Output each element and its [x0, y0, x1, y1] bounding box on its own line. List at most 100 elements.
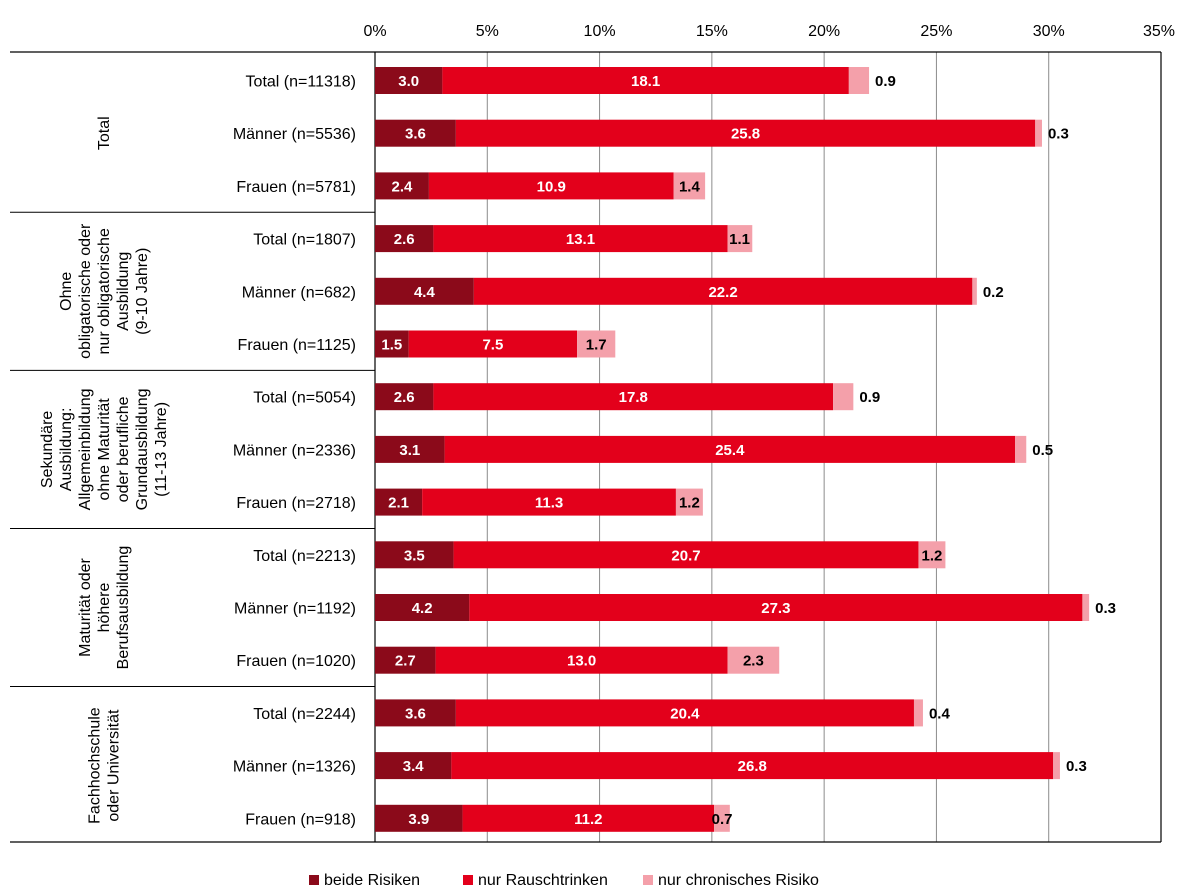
bar-segment-beide — [375, 277, 474, 305]
data-label: 11.3 — [535, 495, 563, 512]
legend-label: nur Rauschtrinken — [478, 872, 608, 889]
bar-segment-chronisch — [1082, 594, 1090, 621]
group-label-line: nur obligatorische — [96, 228, 113, 354]
bar-segment-rausch — [433, 225, 728, 253]
group-label-line: Total — [96, 116, 113, 150]
data-label: 1.2 — [679, 495, 700, 512]
bar-segment-beide — [375, 541, 454, 569]
bar-segment-beide — [375, 225, 434, 253]
group-label-line: ohne Maturität — [96, 398, 113, 501]
row-label: Frauen (n=918) — [245, 811, 356, 828]
legend-swatch — [643, 875, 653, 885]
row-label: Frauen (n=2718) — [236, 495, 356, 512]
data-label: 0.4 — [929, 705, 951, 722]
group-label-line: (11-13 Jahre) — [153, 402, 170, 497]
bar-segment-chronisch — [1035, 119, 1042, 147]
data-label: 2.6 — [394, 389, 415, 406]
data-label: 13.1 — [566, 231, 595, 248]
data-label: 0.3 — [1095, 600, 1116, 617]
data-label: 10.9 — [537, 178, 566, 195]
data-label: 20.4 — [670, 705, 700, 722]
axis-frame — [10, 51, 1162, 843]
data-label: 13.0 — [567, 653, 596, 670]
data-label: 3.4 — [403, 758, 425, 775]
data-label: 2.7 — [395, 653, 416, 670]
row-label: Total (n=5054) — [253, 390, 356, 407]
row-label: Männer (n=2336) — [233, 442, 356, 459]
data-label: 1.1 — [729, 231, 750, 248]
group-label: Sekundäre Ausbildung: Allgemeinbildung ohne… — [39, 388, 170, 510]
group-label-line: Allgemeinbildung — [77, 388, 94, 510]
x-axis-ticks: 0% 5% 10% 15% 20% 25% 30% 35% — [363, 23, 1175, 40]
bar-segment-chronisch — [913, 699, 923, 727]
data-label: 0.3 — [1066, 758, 1087, 775]
legend-swatch — [463, 875, 473, 885]
bar-segment-chronisch — [727, 646, 780, 674]
bar-segment-chronisch — [848, 67, 870, 94]
data-label: 11.2 — [574, 811, 602, 828]
bar-segment-beide — [375, 699, 456, 727]
group-label-line: Ausbildung: — [58, 408, 75, 492]
group-label: Ohne obligatorische oder nur obligatorisch… — [58, 223, 151, 359]
bar-segment-chronisch — [673, 172, 706, 200]
bar-segment-chronisch — [1053, 752, 1060, 780]
x-tick-label: 20% — [808, 23, 840, 40]
group-labels: Total Ohne obligatorische oder nur obligato… — [39, 116, 170, 824]
bar-segment-beide — [375, 330, 409, 358]
data-label: 3.0 — [398, 73, 419, 90]
data-label: 0.3 — [1048, 126, 1069, 143]
x-tick-label: 35% — [1143, 23, 1175, 40]
data-label: 2.1 — [388, 495, 409, 512]
data-label: 3.1 — [399, 442, 420, 459]
group-label-line: Ausbildung — [115, 252, 132, 331]
data-label: 18.1 — [631, 73, 660, 90]
bar-segment-rausch — [428, 172, 674, 200]
bar-segment-beide — [375, 119, 456, 147]
data-label: 2.6 — [394, 231, 415, 248]
data-label: 22.2 — [708, 284, 737, 301]
data-label: 4.4 — [414, 284, 436, 301]
data-label: 2.4 — [392, 178, 414, 195]
data-label: 3.9 — [408, 811, 429, 828]
bar-segment-rausch — [435, 646, 728, 674]
group-label: Total — [96, 116, 113, 150]
bar-segment-rausch — [444, 435, 1016, 463]
data-label: 25.4 — [715, 442, 745, 459]
data-label: 0.5 — [1032, 442, 1053, 459]
data-label: 2.3 — [743, 653, 764, 670]
bar-segment-beide — [375, 172, 429, 200]
group-label-line: oder Universität — [106, 709, 123, 822]
row-labels: Total (n=11318) Männer (n=5536) Frauen (n=… — [233, 74, 356, 829]
bar-segment-chronisch — [577, 330, 616, 358]
group-label-line: oder berufliche — [115, 396, 132, 502]
data-label: 1.4 — [679, 178, 701, 195]
legend-label: beide Risiken — [324, 872, 420, 889]
bar-segment-rausch — [455, 699, 914, 727]
row-label: Frauen (n=1125) — [238, 337, 356, 354]
legend: beide Risiken nur Rauschtrinken nur chroni… — [309, 872, 819, 889]
row-label: Total (n=2244) — [253, 706, 356, 723]
group-label-line: Sekundäre — [39, 411, 56, 488]
row-label: Männer (n=5536) — [233, 126, 356, 143]
data-label: 27.3 — [761, 600, 790, 617]
legend-label: nur chronisches Risiko — [658, 872, 819, 889]
bar-segment-rausch — [451, 752, 1054, 780]
x-tick-label: 5% — [476, 23, 499, 40]
group-label-line: Fachhochschule — [87, 707, 104, 824]
group-label: Fachhochschule oder Universität — [87, 707, 123, 824]
data-label: 20.7 — [671, 547, 700, 564]
group-label-line: höhere — [96, 582, 113, 632]
data-label: 3.6 — [405, 126, 426, 143]
group-label-line: Berufsausbildung — [115, 546, 132, 670]
row-label: Total (n=2213) — [253, 548, 356, 565]
bar-segment-chronisch — [714, 804, 730, 832]
data-label: 3.6 — [405, 705, 426, 722]
row-label: Frauen (n=5781) — [236, 179, 356, 196]
data-label: 26.8 — [738, 758, 767, 775]
bar-segment-chronisch — [727, 225, 753, 253]
data-label: 1.5 — [381, 337, 402, 354]
data-label: 0.9 — [875, 73, 896, 90]
data-label: 17.8 — [619, 389, 648, 406]
legend-swatch — [309, 875, 319, 885]
